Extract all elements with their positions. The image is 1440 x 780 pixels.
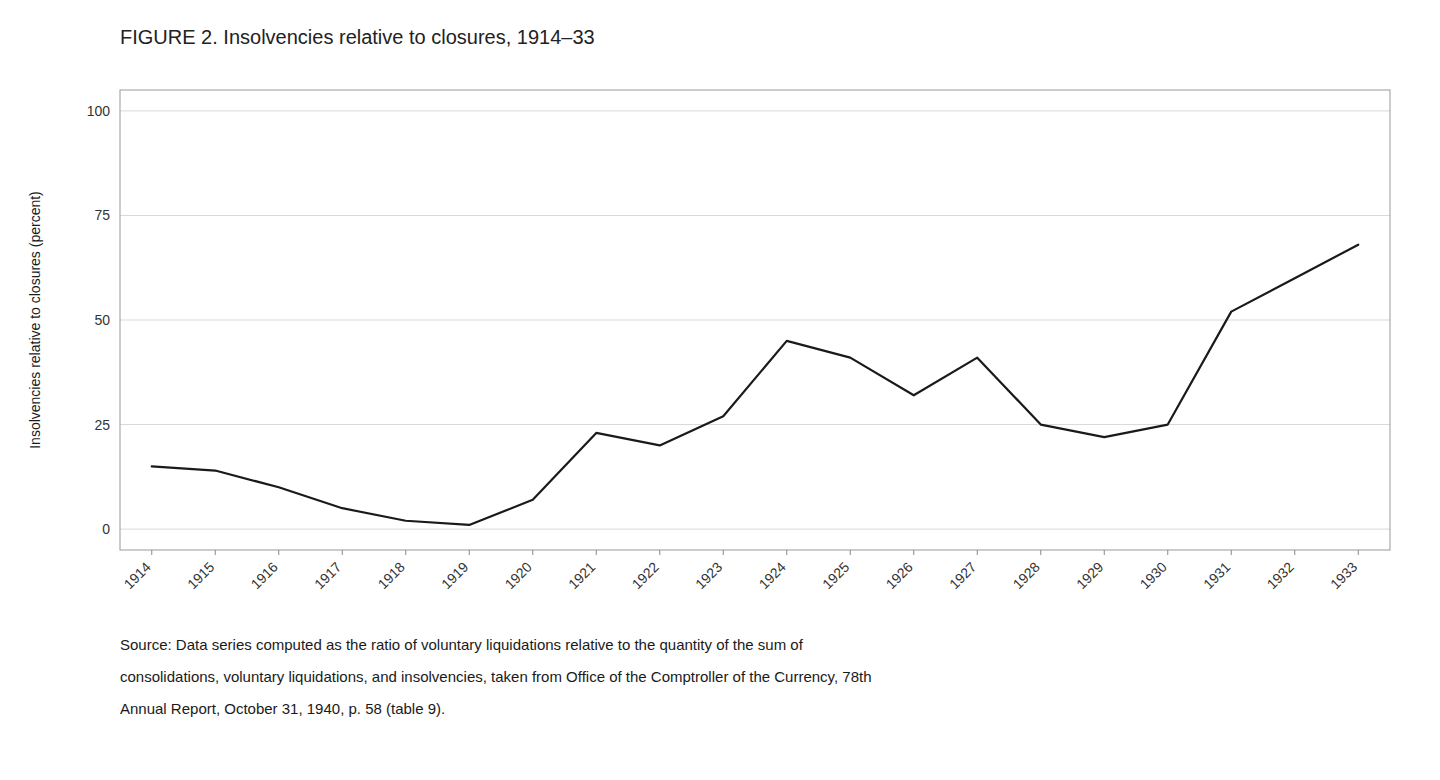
tick-mark xyxy=(850,550,851,555)
tick-label: 1918 xyxy=(375,559,408,592)
grid-line xyxy=(120,529,1390,530)
tick-label: 1914 xyxy=(121,559,154,592)
tick-label: 75 xyxy=(94,207,110,223)
line xyxy=(152,245,1359,525)
tick-label: 1921 xyxy=(565,559,598,592)
source-note: Source: Data series computed as the rati… xyxy=(120,636,872,717)
tick-label: 100 xyxy=(87,103,111,119)
tick-label: 1919 xyxy=(438,559,471,592)
tick-label: 1924 xyxy=(756,559,789,592)
plot-frame xyxy=(120,90,1390,550)
tick-label: 1932 xyxy=(1264,559,1297,592)
tick-label: 1922 xyxy=(629,559,662,592)
tick-mark xyxy=(1358,550,1359,555)
tick-label: 1931 xyxy=(1200,559,1233,592)
tick-mark xyxy=(405,550,406,555)
tick-mark xyxy=(913,550,914,555)
tick-mark xyxy=(1104,550,1105,555)
tick-label: 1930 xyxy=(1137,559,1170,592)
y-axis: 0 25 50 75 100 xyxy=(87,103,1390,537)
tick-label: 25 xyxy=(94,417,110,433)
tick-label: 1920 xyxy=(502,559,535,592)
tick-mark xyxy=(1040,550,1041,555)
tick-label: 1928 xyxy=(1010,559,1043,592)
tick-mark xyxy=(977,550,978,555)
tick-mark xyxy=(342,550,343,555)
annotation: consolidations, voluntary liquidations, … xyxy=(120,668,872,685)
tick-mark xyxy=(1231,550,1232,555)
tick-mark xyxy=(1167,550,1168,555)
chart-container: FIGURE 2. Insolvencies relative to closu… xyxy=(0,0,1440,780)
tick-mark xyxy=(151,550,152,555)
tick-label: 1929 xyxy=(1073,559,1106,592)
tick-label: 1916 xyxy=(248,559,281,592)
tick-label: 1917 xyxy=(311,559,344,592)
tick-mark xyxy=(786,550,787,555)
tick-label: 1927 xyxy=(946,559,979,592)
series-group xyxy=(152,245,1359,525)
tick-label: 0 xyxy=(102,521,110,537)
tick-mark xyxy=(1294,550,1295,555)
annotation: Source: Data series computed as the rati… xyxy=(120,636,804,653)
tick-label: 50 xyxy=(94,312,110,328)
tick-label: 1933 xyxy=(1327,559,1360,592)
tick-label: 1926 xyxy=(883,559,916,592)
grid-line xyxy=(120,320,1390,321)
tick-mark xyxy=(596,550,597,555)
tick-label: 1923 xyxy=(692,559,725,592)
grid-line xyxy=(120,424,1390,425)
annotation: Annual Report, October 31, 1940, p. 58 (… xyxy=(120,700,445,717)
tick-mark xyxy=(469,550,470,555)
tick-mark xyxy=(278,550,279,555)
tick-mark xyxy=(659,550,660,555)
x-axis: 1914 1915 1916 1917 1918 1919 1920 1921 1922 1923… xyxy=(121,550,1361,592)
grid-line xyxy=(120,215,1390,216)
title: FIGURE 2. Insolvencies relative to closu… xyxy=(120,26,595,48)
y-axis-label: Insolvencies relative to closures (perce… xyxy=(27,191,43,449)
grid-line xyxy=(120,110,1390,111)
tick-mark xyxy=(215,550,216,555)
tick-label: 1925 xyxy=(819,559,852,592)
tick-mark xyxy=(723,550,724,555)
tick-label: 1915 xyxy=(184,559,217,592)
chart-svg: FIGURE 2. Insolvencies relative to closu… xyxy=(0,0,1440,780)
tick-mark xyxy=(532,550,533,555)
